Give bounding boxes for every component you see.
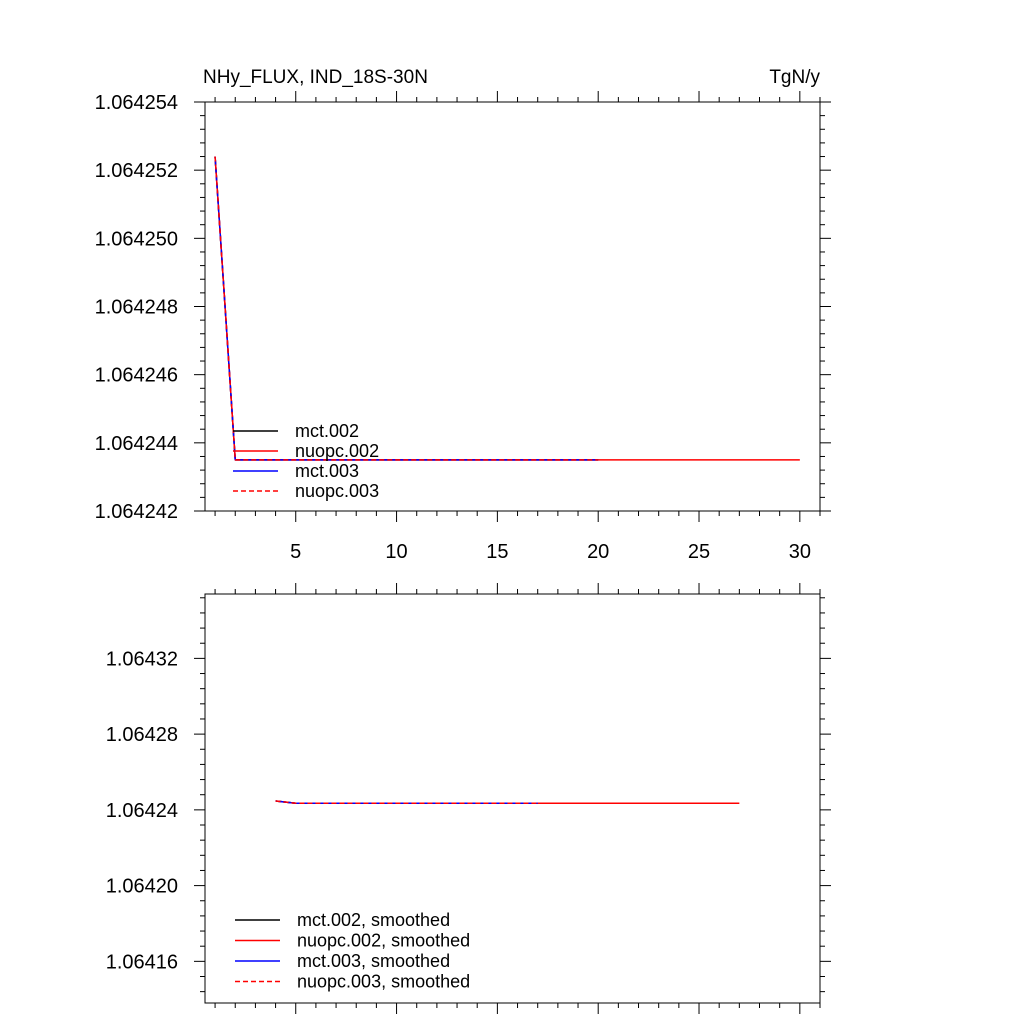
y-tick-label: 1.06432 — [106, 648, 178, 670]
x-tick-label: 10 — [385, 541, 407, 563]
legend-label: mct.002 — [295, 421, 359, 441]
chart-title: NHy_FLUX, IND_18S-30N — [203, 67, 428, 88]
y-tick-label: 1.064248 — [95, 297, 178, 319]
y-tick-label: 1.06420 — [106, 876, 178, 898]
y-tick-label: 1.064252 — [95, 160, 178, 182]
x-tick-label: 30 — [789, 541, 811, 563]
x-tick-label: 20 — [587, 541, 609, 563]
legend-label: nuopc.003 — [295, 481, 379, 501]
series-line — [214, 156, 599, 461]
legend-label: nuopc.002 — [295, 441, 379, 461]
y-tick-label: 1.064254 — [95, 92, 178, 114]
plot-frame — [204, 593, 821, 1004]
y-tick-label: 1.06424 — [106, 800, 178, 822]
x-tick-label: 15 — [486, 541, 508, 563]
y-tick-label: 1.064250 — [95, 228, 178, 250]
y-tick-label: 1.06416 — [106, 951, 178, 973]
y-tick-label: 1.064246 — [95, 365, 178, 387]
top-panel: 5 10 15 20 25 30 1.064242 1.064244 1.064246 1.064… — [95, 67, 831, 563]
y-tick-label: 1.06428 — [106, 724, 178, 746]
y-tick-label: 1.064244 — [95, 433, 178, 455]
series-line — [275, 800, 538, 804]
series-line — [214, 156, 599, 461]
units-label: TgN/y — [769, 67, 820, 88]
legend-label: nuopc.002, smoothed — [297, 931, 470, 951]
x-tick-label: 25 — [688, 541, 710, 563]
legend-label: mct.003 — [295, 461, 359, 481]
legend-label: nuopc.003, smoothed — [297, 972, 470, 992]
legend-label: mct.002, smoothed — [297, 910, 450, 930]
series-line — [214, 156, 599, 461]
bottom-panel: 1.06416 1.06420 1.06424 1.06428 1.06432 mct.0… — [106, 583, 831, 1014]
x-tick-label: 5 — [290, 541, 301, 563]
y-tick-label: 1.064242 — [95, 501, 178, 523]
series-line — [214, 156, 800, 461]
legend-label: mct.003, smoothed — [297, 951, 450, 971]
